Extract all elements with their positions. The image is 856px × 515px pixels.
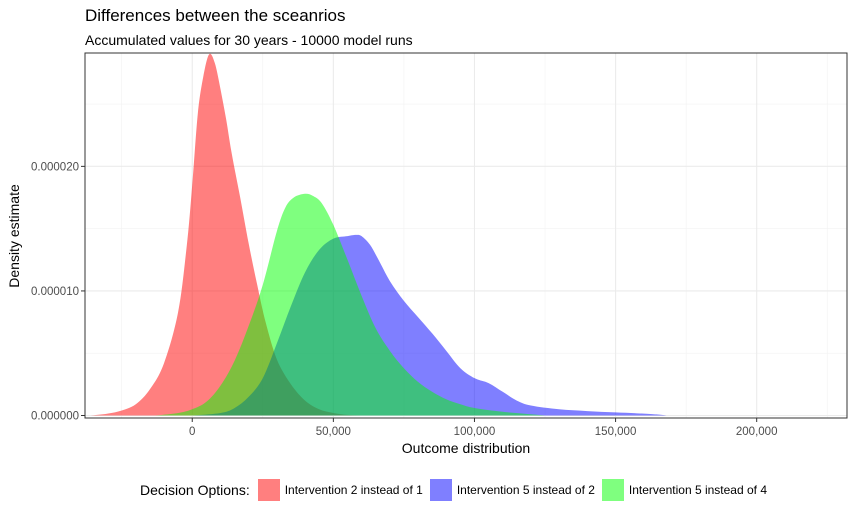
x-tick-label: 100,000 (454, 426, 496, 438)
y-axis: 0.000000 0.000010 0.000020 (31, 161, 85, 423)
x-tick-label: 200,000 (736, 426, 778, 438)
y-tick-label: 0.000020 (31, 161, 79, 173)
legend-label: Intervention 2 instead of 1 (284, 483, 423, 497)
legend-item-intervention-2-instead-of-1: Intervention 2 instead of 1 (257, 479, 423, 501)
legend-swatch (257, 479, 280, 501)
series-layer (90, 53, 667, 416)
legend-label: Intervention 5 instead of 4 (628, 483, 767, 497)
y-tick-label: 0.000000 (31, 411, 79, 423)
legend-swatch (429, 479, 452, 501)
legend-swatch (601, 479, 624, 501)
legend: Decision Options: Intervention 2 instead… (140, 478, 774, 502)
chart-subtitle: Accumulated values for 30 years - 10000 … (85, 32, 413, 48)
x-axis-title: Outcome distribution (402, 440, 530, 456)
legend-item-intervention-5-instead-of-2: Intervention 5 instead of 2 (429, 479, 595, 501)
x-axis: 0 50,000 100,000 150,000 200,000 (189, 418, 777, 438)
chart-title: Differences between the sceanrios (85, 6, 346, 25)
density-area-intervention-2-instead-of-1 (90, 53, 362, 416)
y-tick-label: 0.000010 (31, 286, 79, 298)
x-tick-label: 0 (189, 426, 195, 438)
density-area-intervention-5-instead-of-4 (155, 193, 545, 416)
y-axis-title: Density estimate (6, 184, 22, 288)
plot-border (84, 52, 848, 419)
legend-item-intervention-5-instead-of-4: Intervention 5 instead of 4 (601, 479, 767, 501)
x-tick-label: 150,000 (595, 426, 637, 438)
legend-title: Decision Options: (140, 482, 250, 498)
legend-label: Intervention 5 instead of 2 (456, 483, 595, 497)
x-tick-label: 50,000 (316, 426, 351, 438)
